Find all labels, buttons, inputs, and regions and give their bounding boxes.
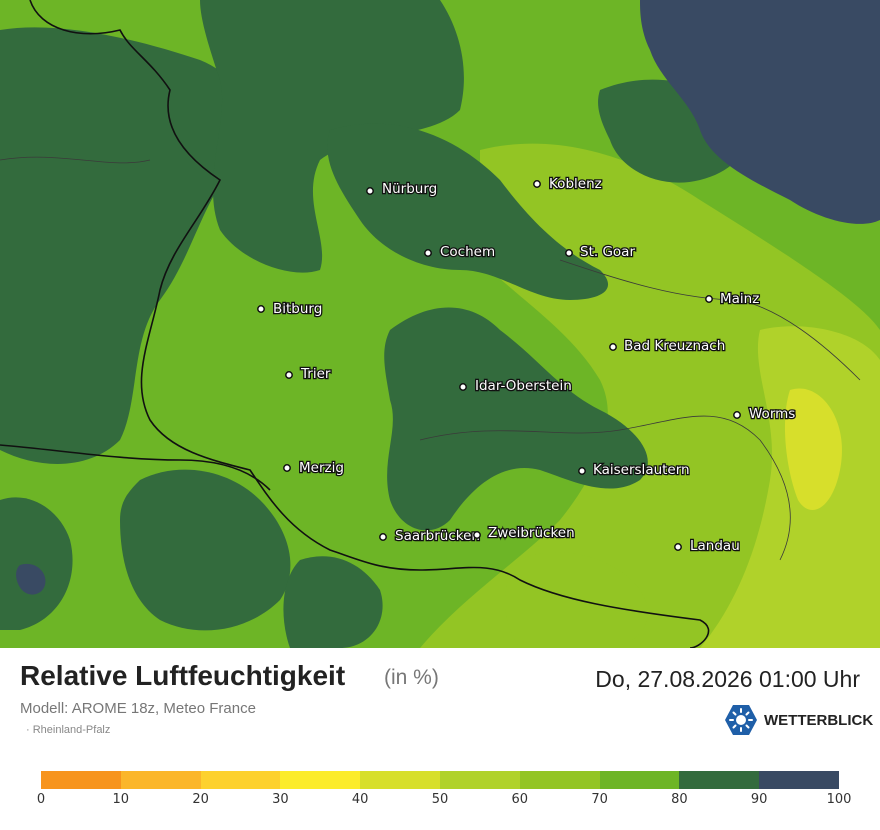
city-marker[interactable]: Cochem [424,243,496,261]
scale-segment [41,771,121,789]
brand-logo[interactable]: WETTERBLICK [724,703,873,737]
scale-tick-label: 50 [431,792,449,807]
city-label: Kaiserslautern [593,462,690,478]
city-label: Bitburg [273,301,322,317]
dark-zone-southwest [0,497,73,630]
brand-name: WETTERBLICK [764,711,874,729]
district-border [0,156,861,381]
scale-tick-label: 100 [826,792,852,807]
map-title: Relative Luftfeuchtigkeit [20,660,346,691]
city-marker[interactable]: Koblenz [533,175,603,193]
region-label: · Rheinland-Pfalz [26,724,111,736]
scale-segment [200,771,281,789]
city-marker[interactable]: Nürburg [366,180,439,198]
map-canvas: Nürburg Koblenz Cochem St. Goar Bitburg … [0,0,880,649]
city-marker[interactable]: Idar-Oberstein [459,377,573,395]
scale-segment [759,771,839,789]
dark-zone-south [283,556,383,648]
scale-tick-label: 60 [511,792,529,807]
city-marker[interactable]: Bad Kreuznach [609,337,727,355]
city-label: Zweibrücken [488,525,575,541]
state-border [29,0,710,649]
humidity-map[interactable]: Nürburg Koblenz Cochem St. Goar Bitburg … [0,0,880,649]
scale-segment [360,771,440,789]
wetterblick-logo-icon [725,705,757,735]
unit-label: (in %) [384,666,439,689]
scale-segment [519,771,600,789]
city-label: Merzig [299,460,344,476]
scale-tick-label: 80 [671,792,688,807]
city-marker[interactable]: Worms [733,405,797,423]
scale-segment [120,771,201,789]
scale-segment [280,771,361,789]
lime-zone-east [700,326,880,648]
navy-zone-northeast [640,0,880,224]
scale-tick-label: 70 [591,792,608,807]
district-border [419,415,791,561]
city-label: Worms [749,406,795,422]
dark-zone-saar [120,469,291,631]
country-border [0,444,271,491]
scale-tick-label: 20 [192,792,209,807]
city-marker[interactable]: Kaiserslautern [578,461,691,479]
dark-zone-west [0,27,247,464]
model-info: Modell: AROME 18z, Meteo France [20,700,256,717]
dark-zone-eifel [327,123,609,300]
forecast-datetime: Do, 27.08.2026 01:00 Uhr [595,666,860,692]
scale-tick-label: 40 [351,792,369,807]
yellow-zone [784,388,842,510]
city-marker[interactable]: Bitburg [257,300,324,318]
city-label: Landau [690,538,740,554]
legend-panel: Relative Luftfeuchtigkeit (in %) Do, 27.… [0,648,880,830]
city-label: Cochem [440,244,495,260]
city-marker[interactable]: Zweibrücken [473,524,576,542]
city-label: Mainz [720,291,759,307]
city-marker[interactable]: Mainz [705,290,761,308]
scale-tick-label: 10 [112,792,130,807]
city-marker[interactable]: Trier [285,365,332,383]
scale-tick-label: 90 [750,792,768,807]
city-label: Idar-Oberstein [475,378,572,394]
city-marker[interactable]: Landau [674,537,741,555]
city-label: Nürburg [382,181,437,197]
city-label: Trier [300,366,331,382]
scale-segment [439,771,520,789]
scale-segment [599,771,680,789]
scale-ticks: 0 10 20 30 40 50 60 70 80 90 100 [37,792,852,808]
scale-tick-label: 0 [36,792,46,807]
city-label: Koblenz [549,176,602,192]
navy-spot [16,563,46,595]
city-label: Bad Kreuznach [624,338,725,354]
city-marker[interactable]: Merzig [283,459,345,477]
city-label: Saarbrücken [395,528,480,544]
scale-segment [679,771,760,789]
city-marker[interactable]: Saarbrücken [379,527,481,545]
scale-tick-label: 30 [272,792,289,807]
city-label: St. Goar [580,244,635,260]
city-marker[interactable]: St. Goar [565,243,637,261]
color-scale [41,771,839,789]
